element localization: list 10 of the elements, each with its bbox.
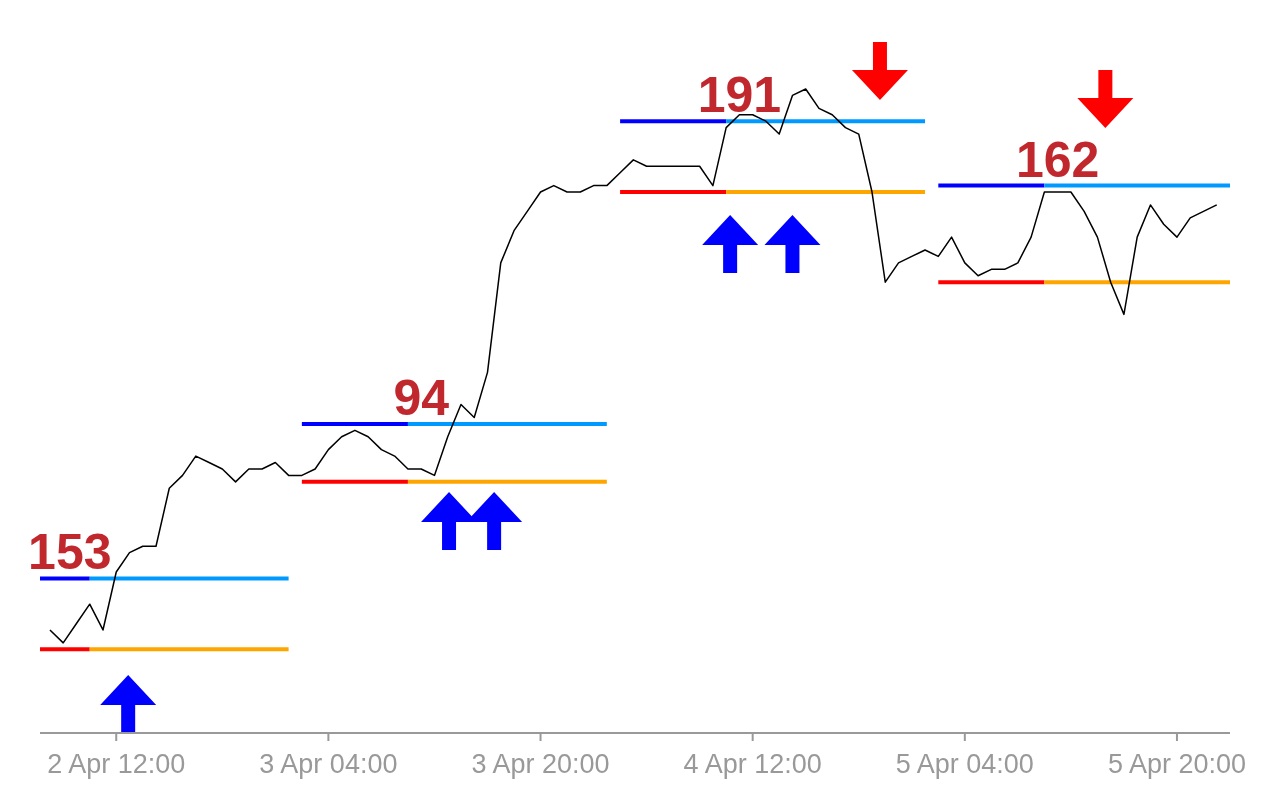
x-tick-label: 5 Apr 20:00 xyxy=(1107,749,1247,779)
annotation: 162 xyxy=(1015,131,1100,188)
annotation: 94 xyxy=(393,369,450,426)
x-tick-label: 3 Apr 20:00 xyxy=(471,749,610,779)
x-tick-label: 2 Apr 12:00 xyxy=(47,749,186,779)
x-tick-label: 3 Apr 04:00 xyxy=(259,749,398,779)
x-tick-label: 4 Apr 12:00 xyxy=(683,749,822,779)
annotation: 153 xyxy=(28,524,112,581)
x-tick-label: 5 Apr 04:00 xyxy=(895,749,1034,779)
annotation: 191 xyxy=(697,67,782,124)
